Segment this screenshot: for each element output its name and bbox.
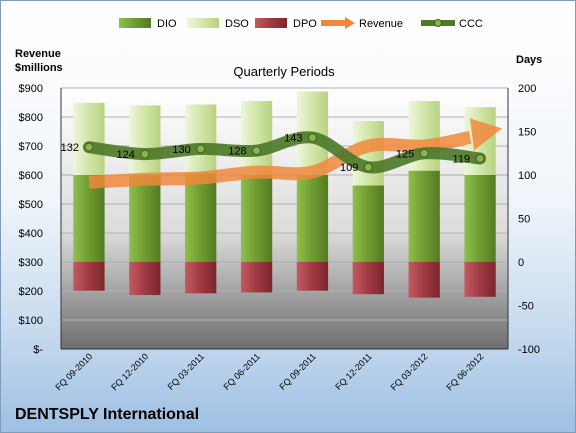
- right-tick-label: 200: [518, 83, 536, 95]
- ccc-marker: [196, 144, 206, 154]
- ccc-marker: [84, 142, 94, 152]
- x-tick-label: FQ 03-2012: [389, 351, 430, 392]
- legend-label-dso: DSO: [225, 18, 249, 30]
- chart-title: Quarterly Periods: [233, 64, 335, 79]
- right-tick-label: -100: [518, 344, 540, 356]
- x-tick-label: FQ 12-2011: [333, 351, 374, 392]
- right-tick-label: 150: [518, 127, 536, 139]
- bar-dio: [464, 175, 496, 262]
- right-axis-label: Days: [516, 54, 542, 66]
- legend-label-dio: DIO: [157, 18, 177, 30]
- left-tick-label: $-: [33, 344, 43, 356]
- ccc-data-label: 125: [396, 148, 414, 160]
- legend-label-revenue: Revenue: [359, 18, 403, 30]
- bar-dpo: [129, 262, 161, 296]
- bar-dpo: [296, 262, 329, 291]
- x-tick-label: FQ 06-2011: [221, 351, 262, 392]
- ccc-series: 132 124 130 128 143 109 125 119: [61, 131, 487, 174]
- left-tick-label: $600: [19, 170, 43, 182]
- ccc-data-label: 119: [453, 153, 471, 165]
- legend-label-ccc: CCC: [459, 18, 483, 30]
- bar-dio: [352, 185, 384, 262]
- bar-dpo: [352, 262, 384, 295]
- ccc-data-label: 130: [172, 144, 190, 156]
- ccc-data-label: 128: [228, 146, 246, 158]
- left-axis-label-line1: Revenue: [15, 48, 61, 60]
- x-tick-label: FQ 09-2011: [277, 351, 318, 392]
- ccc-line: [82, 131, 487, 174]
- bar-dio: [129, 175, 161, 262]
- left-tick-label: $400: [19, 228, 43, 240]
- bar-dpo: [185, 262, 217, 294]
- x-tick-label: FQ 06-2012: [444, 351, 485, 392]
- ccc-marker: [419, 148, 429, 158]
- bar-dio: [73, 175, 105, 262]
- left-axis-label-line2: $millions: [15, 62, 63, 74]
- left-tick-label: $100: [19, 315, 43, 327]
- x-tick-label: FQ 12-2010: [109, 351, 150, 392]
- bar-dpo: [240, 262, 273, 293]
- right-tick-label: 50: [518, 214, 530, 226]
- ccc-data-label: 132: [61, 142, 79, 154]
- right-tick-label: -50: [518, 301, 534, 313]
- bar-dpo: [464, 262, 496, 297]
- left-tick-label: $800: [19, 112, 43, 124]
- legend-swatch-revenue-head: [345, 17, 355, 29]
- ccc-data-label: 143: [284, 133, 302, 145]
- legend-swatch-dpo: [255, 18, 287, 28]
- ccc-marker: [140, 149, 150, 159]
- bar-dpo: [73, 262, 105, 291]
- left-tick-label: $500: [19, 199, 43, 211]
- legend-swatch-dso: [187, 18, 219, 28]
- plot-area: [61, 88, 508, 349]
- revenue-arrowhead: [470, 118, 503, 151]
- bar-series: [73, 91, 496, 298]
- ccc-marker: [363, 162, 373, 172]
- ccc-marker: [307, 133, 317, 143]
- bar-dio: [185, 173, 217, 262]
- right-tick-label: 100: [518, 170, 536, 182]
- bar-dio: [408, 170, 440, 262]
- right-tick-label: 0: [518, 257, 524, 269]
- ccc-data-label: 124: [116, 149, 134, 161]
- bar-dso: [185, 104, 217, 174]
- bar-dio: [296, 175, 329, 262]
- bar-dso: [129, 105, 161, 175]
- company-name: DENTSPLY International: [15, 406, 200, 423]
- revenue-series: [88, 118, 503, 189]
- left-tick-label: $300: [19, 257, 43, 269]
- bar-dso: [73, 102, 105, 175]
- revenue-line: [88, 131, 472, 189]
- legend-swatch-dio: [119, 18, 151, 28]
- bar-dio: [240, 175, 273, 262]
- left-tick-label: $900: [19, 83, 43, 95]
- legend-label-dpo: DPO: [293, 18, 317, 30]
- ccc-marker: [475, 153, 485, 163]
- bar-dpo: [408, 262, 440, 298]
- left-tick-label: $200: [19, 286, 43, 298]
- x-tick-label: FQ 03-2011: [166, 351, 207, 392]
- left-tick-label: $700: [19, 141, 43, 153]
- legend: DIO DSO DPO Revenue CCC: [119, 17, 483, 30]
- ccc-marker: [252, 146, 262, 156]
- ccc-data-label: 109: [340, 162, 358, 174]
- x-tick-label: FQ 09-2010: [53, 351, 94, 392]
- legend-swatch-ccc-marker: [434, 19, 442, 27]
- bar-dso: [240, 101, 273, 175]
